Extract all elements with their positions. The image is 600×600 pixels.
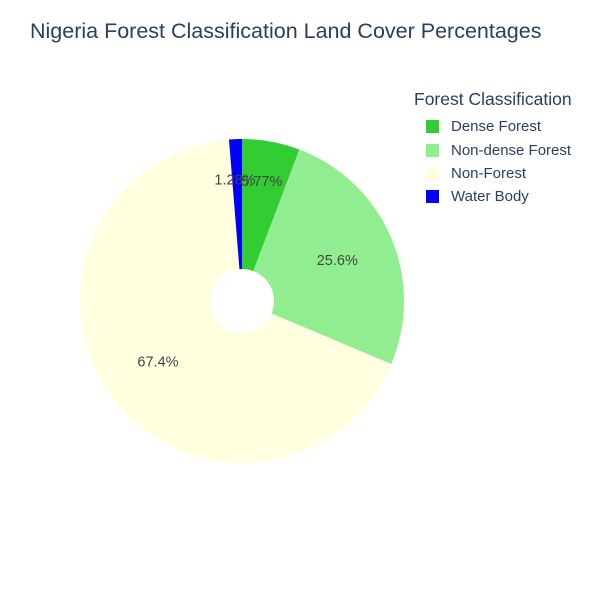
legend-label: Water Body	[451, 188, 529, 206]
slice-label-dense-forest: 5.77%	[241, 174, 282, 190]
legend: Forest Classification Dense Forest Non-de…	[414, 89, 572, 209]
pie-slice-non-dense-forest[interactable]	[253, 149, 404, 364]
pie-slice-dense-forest[interactable]	[242, 139, 300, 272]
slice-label-non-forest: 67.4%	[137, 355, 178, 371]
legend-label: Non-dense Forest	[451, 141, 572, 159]
legend-swatch	[426, 190, 439, 204]
legend-item-non-dense-forest[interactable]: Non-dense Forest	[426, 138, 572, 161]
legend-swatch	[426, 143, 439, 157]
pie-slice-water-body[interactable]	[228, 139, 242, 270]
legend-label: Non-Forest	[451, 164, 527, 182]
legend-item-water-body[interactable]: Water Body	[426, 185, 572, 208]
legend-swatch	[426, 166, 439, 180]
legend-label: Dense Forest	[451, 118, 542, 136]
legend-title: Forest Classification	[414, 89, 572, 109]
legend-item-dense-forest[interactable]: Dense Forest	[426, 115, 572, 138]
pie-slice-non-forest[interactable]	[80, 139, 392, 463]
legend-item-non-forest[interactable]: Non-Forest	[426, 162, 572, 185]
chart-title: Nigeria Forest Classification Land Cover…	[30, 19, 542, 43]
legend-swatch	[426, 120, 439, 134]
slice-label-water-body: 1.28%	[214, 173, 255, 189]
slice-label-non-dense-forest: 25.6%	[317, 253, 358, 269]
